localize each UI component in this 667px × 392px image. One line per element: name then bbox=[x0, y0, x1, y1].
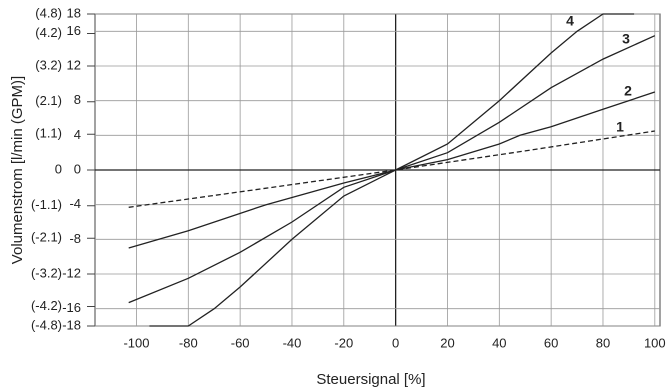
x-tick-label: -40 bbox=[283, 335, 302, 350]
y-tick-label: -12 bbox=[62, 265, 81, 280]
series-label: 1 bbox=[616, 119, 624, 135]
x-tick-label: 100 bbox=[644, 335, 666, 350]
x-tick-label: -80 bbox=[179, 335, 198, 350]
series-label: 2 bbox=[624, 83, 632, 99]
y2-tick-label: (3.2) bbox=[35, 57, 62, 72]
y-axis-label: Volumenstrom [l/min (GPM)] bbox=[9, 76, 26, 264]
x-tick-label: 40 bbox=[492, 335, 506, 350]
y-tick-label: 16 bbox=[67, 23, 81, 38]
y-tick-label: -8 bbox=[69, 231, 81, 246]
y-tick-label: 18 bbox=[67, 5, 81, 20]
x-tick-label: 20 bbox=[440, 335, 454, 350]
y2-tick-label: (1.1) bbox=[35, 126, 62, 141]
y2-tick-label: (-4.2) bbox=[31, 298, 62, 313]
x-tick-label: 0 bbox=[392, 335, 399, 350]
y2-tick-label: 0 bbox=[55, 161, 62, 176]
x-tick-label: -60 bbox=[231, 335, 250, 350]
line-series bbox=[128, 91, 656, 249]
x-axis-label: Steuersignal [%] bbox=[316, 371, 425, 388]
y2-tick-label: (-4.8) bbox=[31, 317, 62, 332]
y-tick-label: -4 bbox=[69, 196, 81, 211]
y-tick-label: 12 bbox=[67, 57, 81, 72]
x-tick-label: -100 bbox=[123, 335, 149, 350]
line-series bbox=[128, 35, 656, 304]
series-label: 3 bbox=[622, 31, 630, 47]
y-tick-label: -18 bbox=[62, 317, 81, 332]
x-tick-label: 80 bbox=[596, 335, 610, 350]
series-label: 4 bbox=[566, 13, 574, 29]
y-tick-label: 4 bbox=[74, 127, 81, 142]
y2-tick-label: (-3.2) bbox=[31, 265, 62, 280]
line-series bbox=[149, 13, 635, 327]
y2-tick-label: (4.2) bbox=[35, 25, 62, 40]
y2-tick-label: (4.8) bbox=[35, 5, 62, 20]
y2-tick-label: (2.1) bbox=[35, 93, 62, 108]
x-tick-label: -20 bbox=[334, 335, 353, 350]
y-tick-label: -16 bbox=[62, 300, 81, 315]
y2-tick-label: (-1.1) bbox=[31, 197, 62, 212]
line-series bbox=[128, 130, 655, 208]
y-tick-label: 0 bbox=[74, 161, 81, 176]
x-tick-label: 60 bbox=[544, 335, 558, 350]
y-tick-label: 8 bbox=[74, 92, 81, 107]
y2-tick-label: (-2.1) bbox=[31, 230, 62, 245]
